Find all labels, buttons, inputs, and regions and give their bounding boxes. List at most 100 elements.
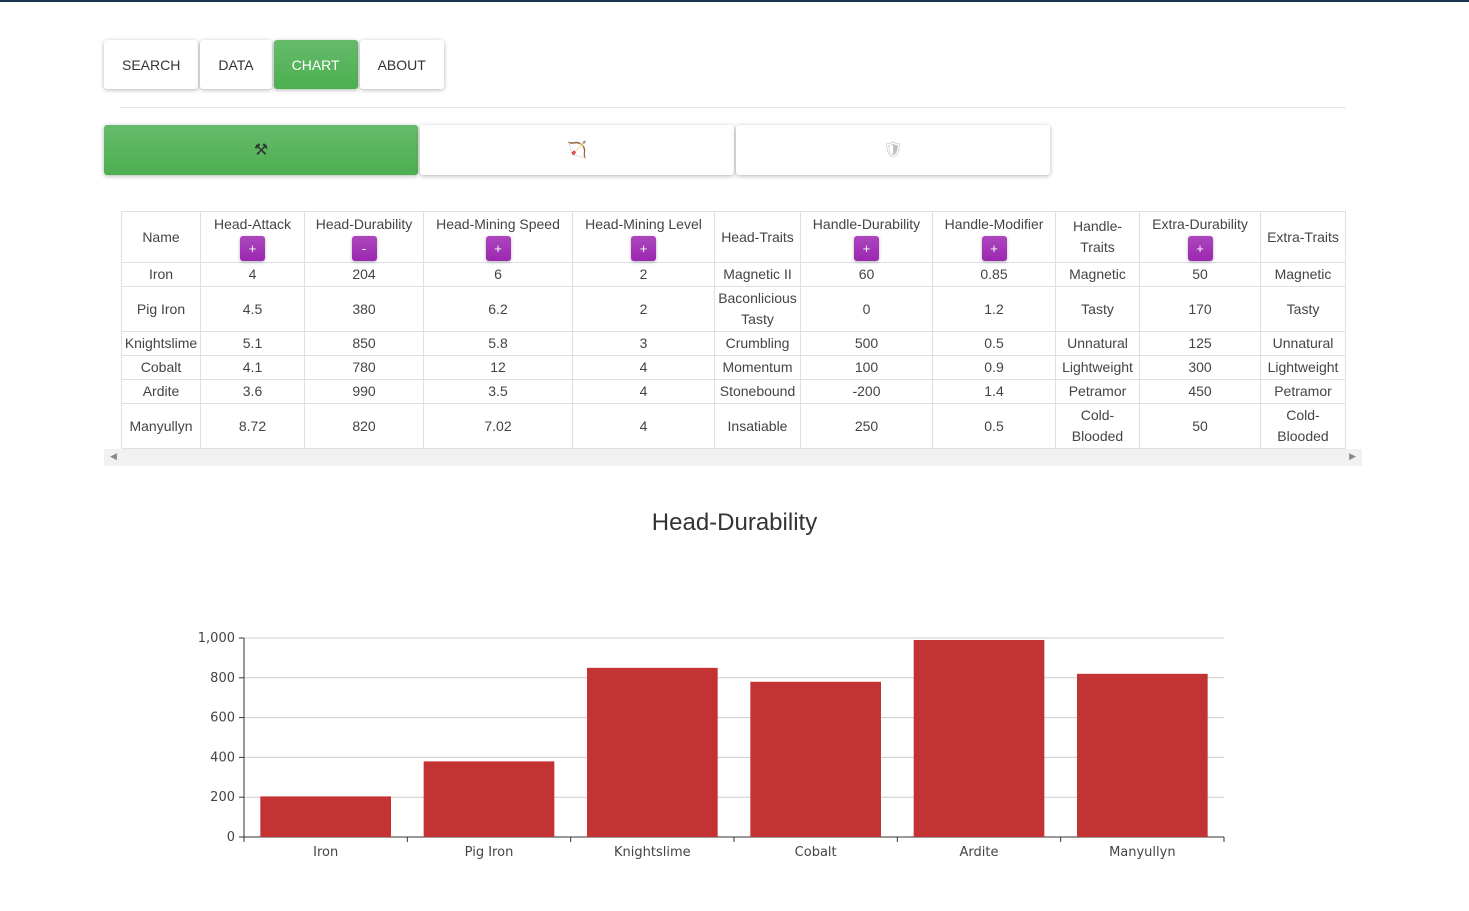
column-header-label: Head-Durability — [315, 215, 413, 232]
table-cell: -200 — [800, 379, 933, 404]
column-header: Head-Mining Level + — [572, 211, 715, 263]
table-cell: 8.72 — [200, 403, 305, 449]
table-cell: 1.4 — [932, 379, 1056, 404]
table-cell: Cold-Blooded — [1055, 403, 1140, 449]
category-button[interactable]: 🛡 — [736, 125, 1050, 175]
tab-chart[interactable]: CHART — [273, 40, 358, 89]
column-header: Head-Durability - — [304, 211, 424, 263]
bar[interactable] — [423, 761, 555, 837]
table-cell: 50 — [1139, 403, 1261, 449]
table-row: Iron 4 204 6 2 Magnetic II 60 0.85 Magnetic 50 Mag… — [121, 262, 1346, 287]
scroll-right-icon[interactable]: ▶ — [1349, 451, 1356, 461]
main-nav: SEARCH DATA CHART ABOUT — [104, 40, 446, 89]
table-cell: 0.85 — [932, 262, 1056, 287]
column-header-label: Handle-Durability — [812, 215, 921, 232]
table-cell: 4.5 — [200, 286, 305, 332]
column-header-label: Name — [142, 228, 180, 245]
table-cell: 0.5 — [932, 331, 1056, 356]
column-header: Handle-Traits — [1055, 211, 1140, 263]
table-cell: Cobalt — [121, 355, 201, 380]
chart-title: Head-Durability — [651, 509, 818, 536]
table-row: Ardite 3.6 990 3.5 4 Stonebound -200 1.4 Petramo… — [121, 379, 1346, 404]
sort-button[interactable]: + — [854, 235, 879, 261]
sort-button[interactable]: + — [485, 235, 511, 261]
column-header: Handle-Durability + — [800, 211, 933, 263]
table-cell: 5.8 — [423, 331, 573, 356]
column-header-label: Head-Attack — [213, 215, 292, 232]
y-tick-label: 0 — [227, 830, 235, 845]
table-cell: 100 — [800, 355, 933, 380]
x-tick-label: Knightslime — [614, 845, 691, 860]
bar[interactable] — [913, 639, 1045, 837]
column-header: Name — [121, 211, 201, 263]
table-cell: Baconlicious Tasty — [714, 286, 801, 332]
table-cell: 820 — [304, 403, 424, 449]
column-header: Handle-Modifier + — [932, 211, 1056, 263]
tab-search[interactable]: SEARCH — [104, 40, 199, 89]
scroll-left-icon[interactable]: ◀ — [110, 451, 117, 461]
shield-icon: 🛡 — [882, 142, 904, 159]
column-header-label: Handle-Modifier — [944, 215, 1044, 232]
column-header: Extra-Traits — [1260, 211, 1346, 263]
y-tick-label: 600 — [210, 711, 235, 726]
table-cell: 7.02 — [423, 403, 573, 449]
table-cell: Iron — [121, 262, 201, 287]
sort-button[interactable]: - — [351, 235, 377, 261]
table-cell: 3.6 — [200, 379, 305, 404]
category-button[interactable]: ⚒ — [104, 125, 418, 175]
category-button[interactable]: 🏹 — [420, 125, 734, 175]
tab-about[interactable]: ABOUT — [359, 40, 444, 89]
table-row: Pig Iron 4.5 380 6.2 2 Baconlicious Tasty 0 1.2… — [121, 286, 1346, 332]
table-cell: 0.5 — [932, 403, 1056, 449]
sort-button[interactable]: + — [981, 235, 1007, 261]
y-tick-label: 800 — [210, 671, 235, 686]
table-cell: Knightslime — [121, 331, 201, 356]
x-tick-label: Cobalt — [795, 845, 837, 860]
table-cell: Stonebound — [714, 379, 801, 404]
table-cell: 6.2 — [423, 286, 573, 332]
materials-table: Name Head-Attack + Head-Durability - Head-Min… — [121, 211, 1346, 449]
column-header-label: Extra-Traits — [1267, 228, 1339, 245]
x-tick-label: Pig Iron — [465, 845, 514, 860]
bar-chart: 0 200 400 600 800 1,000 Iron Pig Iron Knightslim… — [198, 631, 1225, 860]
y-tick-label: 400 — [210, 750, 235, 765]
table-cell: Magnetic II — [714, 262, 801, 287]
table-cell: 780 — [304, 355, 424, 380]
table-cell: 4 — [572, 379, 715, 404]
x-tick-label: Manyullyn — [1109, 845, 1176, 860]
column-header-label: Handle-Traits — [1072, 218, 1123, 255]
table-cell: 500 — [800, 331, 933, 356]
table-cell: 300 — [1139, 355, 1261, 380]
sort-button[interactable]: + — [240, 235, 265, 261]
table-cell: 60 — [800, 262, 933, 287]
bow-icon: 🏹 — [567, 142, 587, 159]
bar[interactable] — [1077, 673, 1208, 837]
bar[interactable] — [750, 681, 881, 837]
horizontal-scrollbar[interactable]: ◀ ▶ — [104, 449, 1362, 466]
column-header-label: Head-Traits — [721, 228, 794, 245]
table-cell: Petramor — [1055, 379, 1140, 404]
table-cell: 50 — [1139, 262, 1261, 287]
y-tick-label: 200 — [210, 790, 235, 805]
table-cell: 0 — [800, 286, 933, 332]
table-cell: 450 — [1139, 379, 1261, 404]
tab-data[interactable]: DATA — [200, 40, 272, 89]
column-header-label: Head-Mining Speed — [436, 215, 560, 232]
table-cell: Unnatural — [1260, 331, 1346, 356]
table-cell: 6 — [423, 262, 573, 287]
column-header-label: Head-Mining Level — [585, 215, 702, 232]
table-cell: Cold-Blooded — [1260, 403, 1346, 449]
bar[interactable] — [260, 796, 391, 837]
sort-button[interactable]: + — [631, 235, 656, 261]
table-cell: 3.5 — [423, 379, 573, 404]
divider — [120, 107, 1346, 108]
sort-button[interactable]: + — [1187, 235, 1213, 261]
table-cell: 4 — [572, 355, 715, 380]
table-cell: 204 — [304, 262, 424, 287]
bar[interactable] — [587, 667, 718, 837]
table-cell: Unnatural — [1055, 331, 1140, 356]
table-cell: Magnetic — [1055, 262, 1140, 287]
table-cell: Manyullyn — [121, 403, 201, 449]
table-cell: 990 — [304, 379, 424, 404]
table-cell: Momentum — [714, 355, 801, 380]
